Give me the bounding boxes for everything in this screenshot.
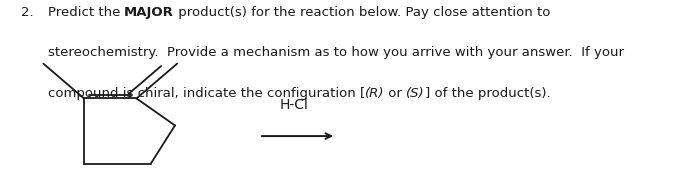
Text: H-Cl: H-Cl xyxy=(279,98,309,112)
Text: or: or xyxy=(384,87,407,100)
Text: stereochemistry.  Provide a mechanism as to how you arrive with your answer.  If: stereochemistry. Provide a mechanism as … xyxy=(48,46,624,59)
Text: ] of the product(s).: ] of the product(s). xyxy=(425,87,551,100)
Text: MAJOR: MAJOR xyxy=(124,6,174,19)
Text: (S): (S) xyxy=(407,87,425,100)
Text: (R): (R) xyxy=(365,87,384,100)
Text: product(s) for the reaction below. Pay close attention to: product(s) for the reaction below. Pay c… xyxy=(174,6,550,19)
Text: 2.: 2. xyxy=(21,6,34,19)
Text: compound is chiral, indicate the configuration [: compound is chiral, indicate the configu… xyxy=(48,87,365,100)
Text: Predict the: Predict the xyxy=(48,6,124,19)
